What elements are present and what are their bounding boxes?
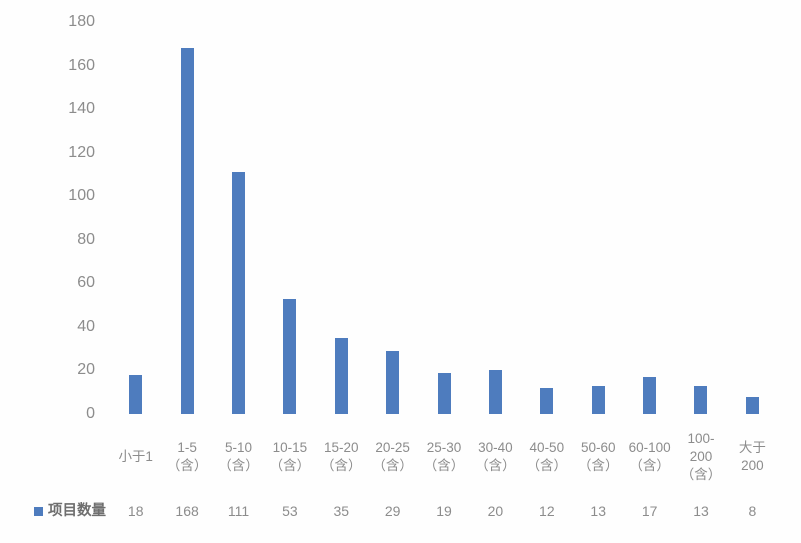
- bar-column: [367, 22, 418, 414]
- y-axis-tick-label: 120: [68, 143, 95, 161]
- legend: 项目数量: [34, 501, 106, 521]
- bar: [231, 172, 245, 414]
- bar: [180, 48, 194, 414]
- bar: [488, 370, 502, 414]
- x-axis-label: 50-60 （含）: [577, 439, 619, 473]
- y-axis-tick-label: 60: [77, 274, 95, 292]
- y-axis-tick-label: 20: [77, 361, 95, 379]
- y-axis-tick-label: 140: [68, 100, 95, 118]
- y-axis-tick-label: 180: [68, 13, 95, 30]
- bar-column: [418, 22, 469, 414]
- bar-column: [675, 22, 726, 414]
- x-axis-label: 10-15 （含）: [269, 439, 311, 473]
- legend-label: 项目数量: [48, 503, 106, 519]
- bar-column: [264, 22, 315, 414]
- y-axis-tick-label: 160: [68, 56, 95, 74]
- bar-column: [470, 22, 521, 414]
- x-axis-label: 30-40 （含）: [475, 439, 516, 473]
- bar-column: [573, 22, 624, 414]
- x-axis-label: 大于 200: [738, 439, 766, 473]
- bar: [437, 372, 451, 414]
- y-axis-tick-label: 80: [77, 230, 95, 248]
- bar-column: [624, 22, 675, 414]
- bar: [694, 385, 708, 414]
- bar: [334, 337, 348, 414]
- y-axis-tick-label: 0: [86, 405, 95, 422]
- data-value: 29: [384, 503, 401, 519]
- bar-column: [521, 22, 572, 414]
- data-value: 12: [539, 503, 555, 519]
- data-value: 19: [436, 503, 452, 519]
- data-value: 13: [590, 503, 606, 519]
- data-value: 8: [748, 503, 757, 519]
- bar: [540, 387, 554, 414]
- bar-column: [213, 22, 264, 414]
- data-value: 20: [487, 503, 504, 519]
- bar: [283, 298, 297, 414]
- x-axis-label: 1-5 （含）: [166, 439, 208, 473]
- x-axis-label: 40-50 （含）: [526, 439, 568, 473]
- x-axis-label: 60-100 （含）: [628, 439, 671, 473]
- x-axis-label: 15-20 （含）: [321, 439, 362, 473]
- bar-column: [110, 22, 161, 414]
- x-axis-label: 25-30 （含）: [423, 439, 465, 473]
- bar-column: [161, 22, 212, 414]
- data-value: 18: [127, 503, 144, 519]
- bar: [745, 396, 759, 414]
- bar: [643, 376, 657, 414]
- data-value: 17: [641, 503, 658, 519]
- data-value: 13: [693, 503, 709, 519]
- data-value: 53: [282, 503, 298, 519]
- bar: [591, 385, 605, 414]
- bar-column: [727, 22, 778, 414]
- x-axis-label: 100- 200 （含）: [680, 430, 722, 483]
- x-axis: 小于1 1-5 （含） 5-10 （含） 10-15 （含） 15-20 （含） 20-2…: [110, 423, 778, 491]
- x-axis-label: 20-25 （含）: [372, 439, 413, 473]
- data-value: 35: [333, 503, 350, 519]
- y-axis-tick-label: 40: [77, 317, 95, 335]
- x-axis-label: 5-10 （含）: [218, 439, 259, 473]
- y-axis-tick-label: 100: [68, 187, 95, 205]
- x-axis-label: 小于1: [118, 448, 153, 464]
- plot-area: [110, 22, 778, 414]
- bar: [129, 374, 143, 414]
- data-value: 111: [227, 503, 250, 519]
- data-table-values: 18 168 111 53 35 29 19 20 12 13 17 13 8: [110, 501, 778, 521]
- y-axis: 0 20 40 60 80 100 120 140 160 180: [0, 0, 97, 543]
- data-value: 168: [175, 503, 199, 519]
- bar-column: [316, 22, 367, 414]
- legend-swatch-icon: [34, 506, 43, 516]
- bar: [386, 350, 400, 414]
